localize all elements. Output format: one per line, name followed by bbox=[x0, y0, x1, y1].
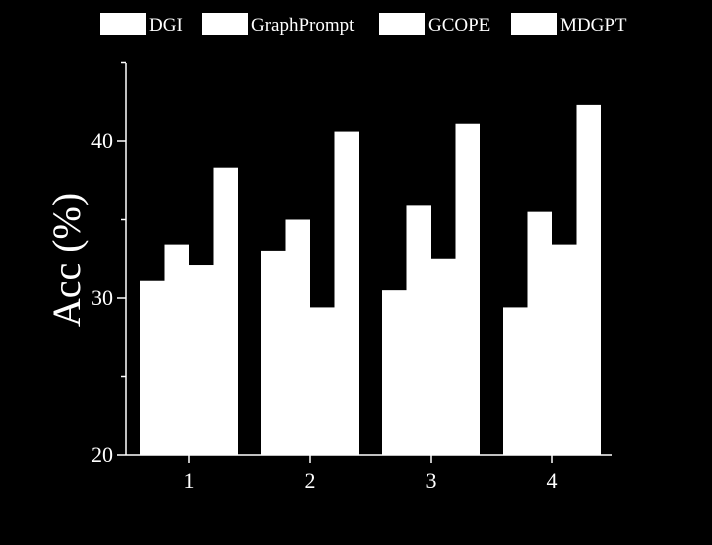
bar-graphprompt-4 bbox=[527, 211, 552, 455]
y-tick-label: 20 bbox=[91, 442, 113, 467]
bar-dgi-2 bbox=[261, 250, 286, 455]
bar-mdgpt-4 bbox=[576, 104, 601, 455]
bar-graphprompt-2 bbox=[285, 219, 310, 455]
y-tick-label: 40 bbox=[91, 128, 113, 153]
legend-swatch-gcope bbox=[379, 13, 425, 35]
legend-swatch-graphprompt bbox=[202, 13, 248, 35]
x-tick-label: 2 bbox=[305, 468, 316, 493]
bar-dgi-4 bbox=[503, 307, 528, 455]
legend-label-mdgpt: MDGPT bbox=[560, 15, 627, 36]
bar-gcope-1 bbox=[189, 265, 214, 455]
bar-dgi-1 bbox=[140, 280, 165, 455]
bar-gcope-4 bbox=[552, 244, 577, 455]
bars-group bbox=[140, 104, 601, 455]
legend-label-graphprompt: GraphPrompt bbox=[251, 15, 355, 36]
legend-swatch-dgi bbox=[100, 13, 146, 35]
bar-dgi-3 bbox=[382, 290, 407, 455]
x-tick-label: 3 bbox=[426, 468, 437, 493]
bar-graphprompt-1 bbox=[164, 244, 189, 455]
legend-label-gcope: GCOPE bbox=[428, 15, 490, 36]
bar-mdgpt-1 bbox=[213, 167, 238, 455]
axes-group: 20 30 40 1 2 3 4 bbox=[91, 61, 612, 493]
bar-gcope-2 bbox=[310, 307, 335, 455]
x-tick-label: 4 bbox=[547, 468, 558, 493]
legend-swatch-mdgpt bbox=[511, 13, 557, 35]
legend: DGI GraphPrompt GCOPE MDGPT bbox=[100, 13, 627, 36]
y-axis-label: Acc (%) bbox=[44, 193, 89, 327]
bar-gcope-3 bbox=[431, 258, 456, 455]
y-tick-label: 30 bbox=[91, 285, 113, 310]
bar-mdgpt-3 bbox=[455, 123, 480, 455]
legend-label-dgi: DGI bbox=[149, 15, 183, 36]
x-tick-label: 1 bbox=[184, 468, 195, 493]
bar-graphprompt-3 bbox=[406, 205, 431, 455]
bar-mdgpt-2 bbox=[334, 131, 359, 455]
